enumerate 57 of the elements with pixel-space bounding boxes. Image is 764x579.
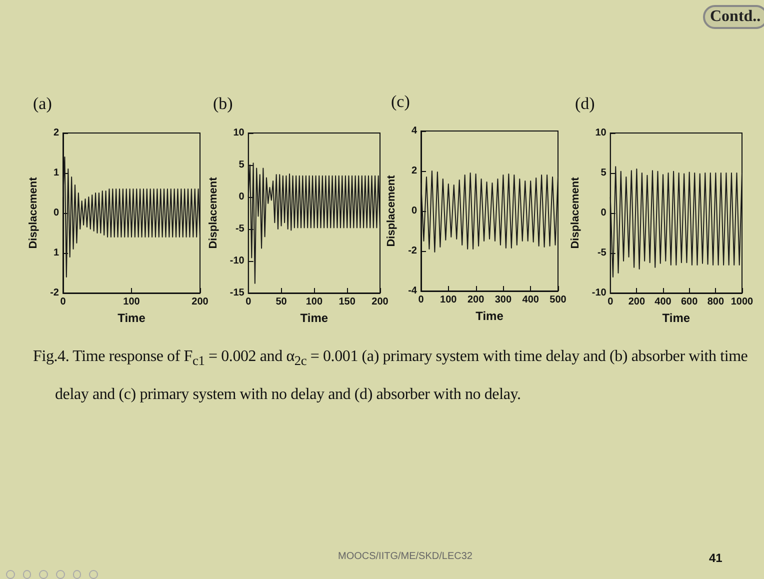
y-tick-label: 0	[600, 208, 607, 218]
x-tick-label: 100	[306, 296, 323, 308]
y-tick-label: 2	[411, 166, 418, 176]
y-tick-label: 4	[411, 126, 418, 136]
x-axis-title: Time	[476, 308, 504, 323]
y-tick-label: 10	[233, 128, 245, 138]
y-tick-label: 1	[53, 168, 60, 178]
y-axis-title: Displacement	[208, 176, 220, 249]
x-tick-label: 100	[440, 294, 458, 306]
x-tick-label: 1000	[730, 296, 754, 308]
x-tick-label: 400	[522, 294, 540, 306]
chart-title: (c)	[391, 92, 410, 111]
x-tick-label: 0	[60, 296, 66, 308]
x-tick-label: 50	[276, 296, 288, 308]
x-axis-title: Time	[118, 310, 146, 325]
y-tick-label: -10	[230, 256, 245, 266]
x-axis-title: Time	[300, 310, 328, 325]
y-tick-label: -2	[408, 246, 418, 256]
y-tick-label: 2	[53, 128, 60, 138]
y-tick-label: -10	[592, 288, 607, 298]
chart-title: (b)	[213, 94, 233, 113]
x-axis-title: Time	[662, 310, 690, 325]
text: Fig.4. Time response of F$_{c1}$ = 0.002 and α$_{2c}$ = 0.001 (a) primary system with time delay and (b) absorber with time delay and (c) primary system with no delay and (d) absorber with no delay.	[33, 348, 748, 404]
x-tick-label: 0	[608, 296, 614, 308]
x-tick-label: 150	[338, 296, 356, 308]
x-tick-label: 0	[246, 296, 252, 308]
x-tick-label: 200	[192, 296, 209, 308]
text: Contd..	[703, 5, 764, 29]
text: MOOCS/IITG/ME/SKD/LEC32	[338, 551, 472, 562]
y-tick-label: -2	[50, 288, 60, 298]
y-tick-label: 1	[53, 248, 60, 258]
x-tick-label: 600	[681, 296, 698, 308]
y-tick-label: -4	[408, 286, 418, 296]
y-tick-label: -15	[230, 288, 245, 298]
x-tick-label: 100	[123, 296, 140, 308]
x-tick-label: 200	[628, 296, 646, 308]
y-tick-label: 5	[238, 160, 245, 170]
y-tick-label: -5	[597, 248, 607, 258]
x-tick-label: 200	[372, 296, 389, 308]
y-tick-label: -5	[235, 224, 245, 234]
text: 41	[709, 551, 722, 565]
x-tick-label: 200	[467, 294, 485, 306]
y-axis-title: Displacement	[386, 174, 398, 247]
chart-title: (a)	[33, 94, 52, 113]
y-axis-title: Displacement	[570, 176, 582, 249]
x-tick-label: 500	[550, 294, 567, 306]
y-tick-label: 5	[600, 168, 607, 178]
y-tick-label: 0	[53, 208, 60, 218]
y-tick-label: 0	[238, 192, 245, 202]
y-axis-title: Displacement	[28, 176, 40, 249]
chart-title: (d)	[575, 94, 595, 113]
x-tick-label: 300	[494, 294, 512, 306]
x-tick-label: 800	[707, 296, 724, 308]
y-tick-label: 10	[595, 128, 607, 138]
y-tick-label: 0	[411, 206, 418, 216]
x-tick-label: 400	[654, 296, 672, 308]
x-tick-label: 0	[418, 294, 424, 306]
